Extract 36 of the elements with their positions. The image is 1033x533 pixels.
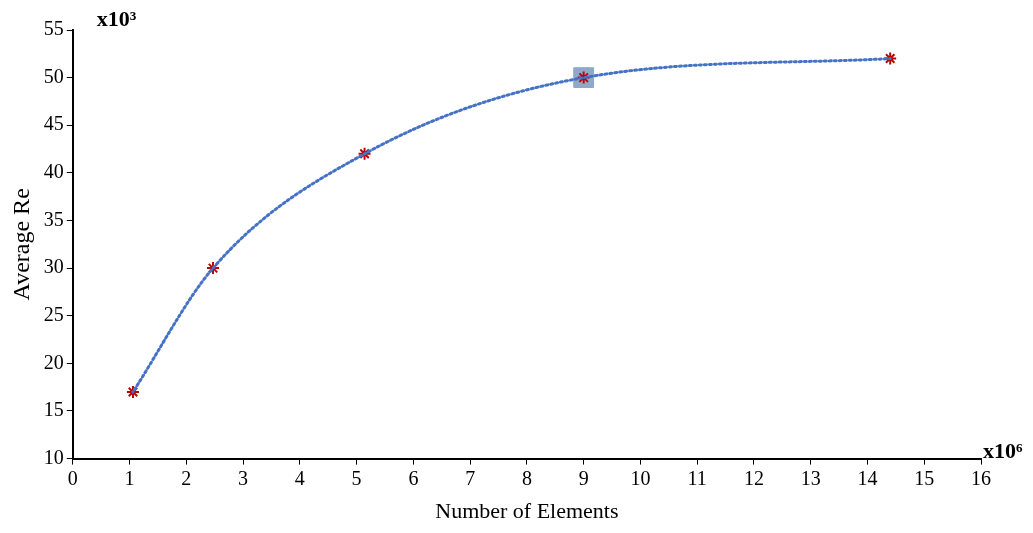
point xyxy=(357,146,372,161)
x-tick-label: 7 xyxy=(465,466,476,489)
y-tick-label: 20 xyxy=(43,350,64,373)
y-tick-label: 30 xyxy=(43,255,64,278)
y-tick-label: 40 xyxy=(43,160,64,183)
point xyxy=(206,261,220,276)
x-tick-label: 6 xyxy=(408,466,419,489)
y-tick-label: 45 xyxy=(43,112,64,135)
x-tick-label: 3 xyxy=(238,466,249,489)
point xyxy=(883,51,898,66)
x-tick-label: 9 xyxy=(578,466,589,489)
line-series xyxy=(131,57,892,394)
x-tick-label: 5 xyxy=(351,466,362,489)
x-tick-label: 1 xyxy=(124,466,135,489)
y-tick-label: 50 xyxy=(43,64,64,87)
x-tick-label: 16 xyxy=(971,466,991,489)
y-tick-label: 55 xyxy=(43,17,64,40)
x-tick-label: 0 xyxy=(67,466,78,489)
x-tick-label: 13 xyxy=(800,466,821,489)
x-tick-label: 8 xyxy=(521,466,532,489)
y-tick-label: 35 xyxy=(43,207,64,230)
y-tick-label: 25 xyxy=(43,302,64,325)
x-tick-label: 2 xyxy=(181,466,192,489)
annotation: x10³ xyxy=(96,5,137,31)
x-tick-label: 12 xyxy=(743,466,764,489)
x-tick-label: 4 xyxy=(294,466,305,489)
x-tick-label: 15 xyxy=(914,466,935,489)
x-tick-label: 10 xyxy=(630,466,651,489)
y-axis-title: Average Re xyxy=(7,188,34,301)
text: x10⁶ xyxy=(983,438,1023,464)
point xyxy=(125,384,140,399)
x-tick-label: 14 xyxy=(857,466,878,489)
y-tick-label: 10 xyxy=(43,445,64,468)
x-tick-label: 11 xyxy=(687,466,707,489)
y-tick-label: 15 xyxy=(43,398,64,421)
x-axis-title: Number of Elements xyxy=(435,497,619,523)
